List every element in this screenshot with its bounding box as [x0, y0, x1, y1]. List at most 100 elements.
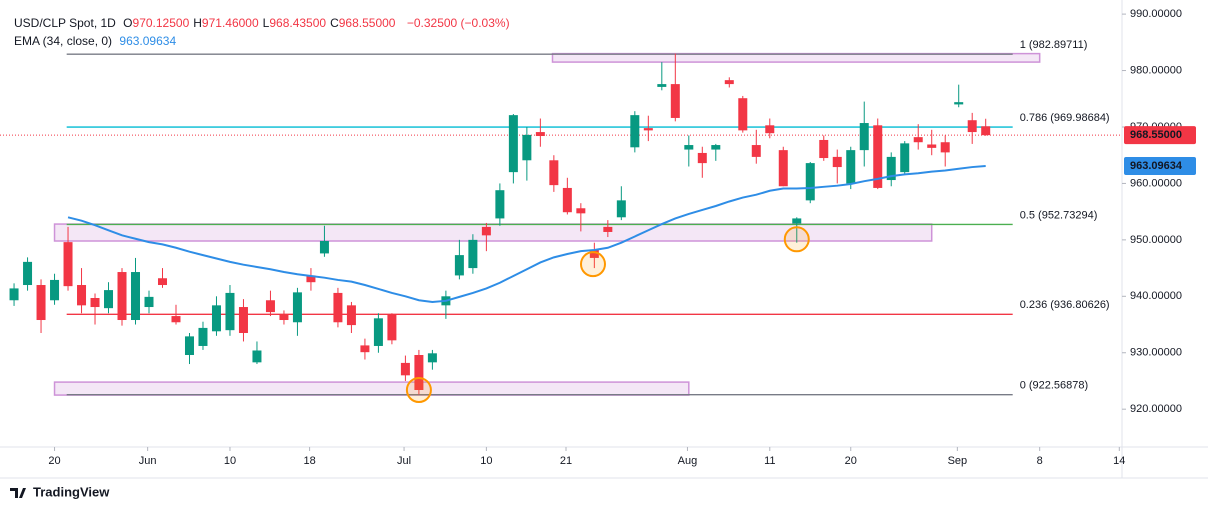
x-tick-label: 10	[224, 455, 236, 467]
y-tick-label: 990.00000	[1130, 8, 1182, 20]
candle-body	[900, 143, 910, 173]
y-tick-label: 930.00000	[1130, 347, 1182, 359]
candle-body	[238, 307, 248, 333]
highlight-circle	[783, 226, 810, 253]
candle-body	[90, 298, 100, 308]
ohlc-key: L	[262, 16, 270, 30]
plot	[0, 52, 1122, 403]
last-price-tag-bg	[1124, 126, 1196, 145]
candle-body	[670, 84, 680, 118]
candle-body	[589, 250, 599, 258]
fib-label: 0.236 (936.80626)	[1020, 299, 1110, 311]
x-tick-label: Jul	[397, 455, 411, 467]
y-tick-label: 980.00000	[1130, 64, 1182, 76]
candle-body	[373, 318, 383, 346]
candle-body	[522, 134, 532, 161]
candle-body	[684, 145, 694, 150]
x-tick-label: 21	[560, 455, 572, 467]
candle-body	[23, 261, 33, 286]
candle-body	[954, 102, 964, 105]
candle-body	[157, 278, 167, 286]
candle-body	[724, 80, 734, 85]
candle-body	[9, 288, 19, 301]
candle-body	[454, 255, 464, 276]
ema-tag: 963.09634	[1130, 160, 1183, 172]
candle-body	[333, 292, 343, 323]
x-tick-label: 18	[303, 455, 315, 467]
x-tick-label: Aug	[678, 455, 698, 467]
candle-body	[751, 145, 761, 157]
candle-body	[697, 152, 707, 164]
candle-body	[346, 305, 356, 326]
fib-label: 0.786 (969.98684)	[1020, 112, 1110, 124]
ohlc-value: 968.43500	[269, 16, 327, 30]
x-tick-label: 11	[764, 455, 775, 467]
indicator-name: EMA (34, close, 0)	[14, 34, 113, 48]
candle-body	[77, 285, 87, 306]
candle-body	[63, 242, 73, 287]
candle-body	[468, 239, 478, 269]
x-tick-label: 8	[1037, 455, 1043, 467]
x-tick-label: 20	[48, 455, 60, 467]
x-tick-label: 20	[845, 455, 857, 467]
ohlc-key: H	[193, 16, 202, 30]
candle-body	[711, 145, 721, 150]
candle-body	[805, 163, 815, 201]
ohlc-values: O970.12500 H971.46000 L968.43500 C968.55000	[123, 16, 399, 30]
zone	[551, 52, 1041, 63]
ohlc-value: 971.46000	[201, 16, 259, 30]
candle-body	[792, 218, 802, 224]
candle-body	[117, 272, 127, 321]
candle-body	[211, 305, 221, 332]
candle-body	[967, 120, 977, 133]
candle-body	[36, 285, 46, 321]
candle-body	[819, 139, 829, 159]
fib-label: 1 (982.89711)	[1020, 39, 1088, 51]
candle-body	[913, 137, 923, 143]
candle-body	[104, 290, 114, 309]
symbol: USD/CLP Spot, 1D	[14, 16, 116, 30]
highlight-circle	[405, 376, 432, 403]
highlight-circle	[579, 251, 606, 278]
candle-body	[319, 240, 329, 254]
candle-body	[427, 353, 437, 363]
y-tick-label: 940.00000	[1130, 290, 1182, 302]
last-price-tag: 968.55000	[1130, 129, 1182, 141]
candle-body	[144, 296, 154, 308]
candle-body	[535, 132, 545, 137]
candle-body	[832, 156, 842, 168]
candle-body	[279, 314, 289, 321]
fib-label: 0 (922.56878)	[1020, 380, 1089, 392]
candle-body	[886, 156, 896, 181]
candle-body	[859, 123, 869, 151]
candle-body	[765, 125, 775, 134]
y-tick-label: 950.00000	[1130, 234, 1182, 246]
zone	[53, 381, 690, 396]
y-tick-label: 960.00000	[1130, 177, 1182, 189]
x-tick-label: 14	[1113, 455, 1125, 467]
candle-body	[171, 316, 181, 323]
candle-body	[292, 292, 302, 323]
candle-body	[225, 292, 235, 331]
candle-body	[738, 98, 748, 131]
candle-body	[495, 190, 505, 219]
candle-body	[657, 84, 667, 87]
indicator-value: 963.09634	[119, 34, 177, 48]
y-tick-label: 920.00000	[1130, 403, 1182, 415]
candle-body	[576, 208, 586, 214]
ohlc-legend: USD/CLP Spot, 1D O970.12500 H971.46000 L96…	[14, 16, 514, 30]
candle-body	[400, 362, 410, 376]
candle-body	[265, 300, 275, 313]
brand-logo: TradingView	[10, 484, 110, 499]
candle-body	[414, 355, 424, 390]
candle-body	[616, 200, 626, 218]
x-tick-label: 10	[480, 455, 492, 467]
candle-body	[360, 345, 370, 353]
x-tick-label: Sep	[948, 455, 968, 467]
candle-body	[873, 125, 883, 188]
candle-body	[846, 150, 856, 184]
candle-body	[630, 115, 640, 148]
candle-body	[198, 327, 208, 346]
